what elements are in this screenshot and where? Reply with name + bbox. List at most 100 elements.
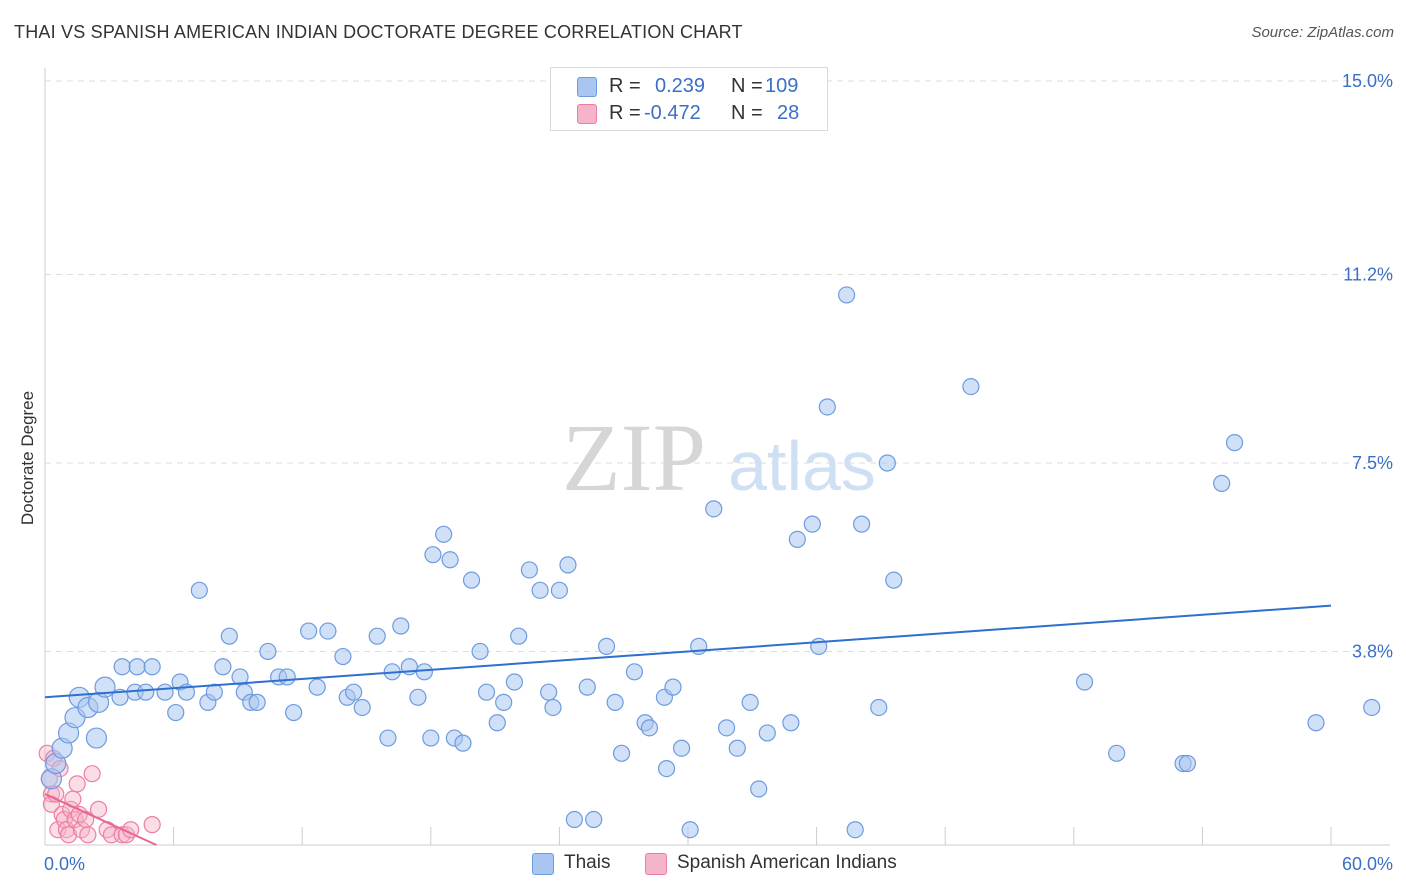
thais-point-49 [435, 525, 453, 543]
thais-point-87 [782, 714, 800, 732]
thais-point-100 [1108, 744, 1126, 762]
thais-point-105 [1307, 714, 1325, 732]
thais-point-85 [750, 780, 768, 798]
sai-swatch-icon [577, 104, 597, 124]
thais-points [40, 286, 1381, 839]
thais-point-93 [846, 821, 864, 839]
y-tick-label-2: 11.2% [1343, 265, 1393, 285]
thais-point-81 [705, 500, 723, 518]
thais-point-7 [85, 727, 108, 749]
thais-point-62 [540, 683, 558, 701]
thais-r-value: 0.239 [655, 75, 706, 97]
thais-point-102 [1178, 754, 1196, 773]
thais-point-59 [510, 627, 528, 645]
thais-n-value: 109 [765, 75, 799, 97]
thais-point-15 [143, 658, 161, 676]
trend-lines [44, 604, 1332, 846]
grid-layer [45, 80, 1390, 652]
thais-point-45 [409, 688, 427, 706]
thais-point-92 [838, 286, 856, 304]
thais-point-96 [878, 454, 896, 472]
thais-point-31 [278, 668, 296, 686]
thais-point-84 [741, 693, 759, 711]
thais-point-14 [137, 683, 155, 701]
tick-labels: 3.8% 7.5% 11.2% 15.0% 0.0% 60.0% Doctorate Deg… [18, 71, 1393, 874]
n-label: N = [731, 75, 763, 97]
x-tick-label-min: 0.0% [44, 854, 85, 874]
thais-point-47 [422, 729, 440, 747]
thais-point-48 [424, 546, 442, 564]
n-label: N = [731, 102, 763, 124]
legend-label-thais: Thais [564, 852, 611, 873]
thais-point-58 [505, 673, 523, 691]
thais-point-83 [728, 739, 746, 757]
thais-point-10 [111, 688, 129, 706]
thais-point-52 [454, 734, 472, 752]
thais-point-97 [885, 571, 903, 589]
thais-point-61 [531, 581, 549, 599]
thais-point-35 [319, 622, 337, 640]
thais-point-28 [248, 693, 266, 711]
watermark: ZIP atlas [562, 404, 876, 511]
thais-point-106 [1363, 698, 1381, 717]
thais-point-68 [585, 810, 603, 829]
sai-point-15 [68, 775, 86, 793]
stats-legend: R = 0.239 N = 109 R = -0.472 N = 28 [550, 67, 828, 131]
thais-point-86 [758, 724, 776, 742]
sai-point-27 [143, 816, 161, 834]
thais-point-99 [1075, 673, 1094, 691]
sai-n-value: 28 [777, 102, 800, 124]
thais-point-91 [818, 398, 836, 416]
thais-point-17 [167, 703, 185, 722]
source-credit: Source: ZipAtlas.com [1251, 24, 1394, 41]
thais-point-36 [334, 647, 352, 666]
thais-point-56 [488, 714, 506, 732]
legend-label-sai: Spanish American Indians [677, 852, 897, 873]
thais-point-74 [640, 719, 659, 737]
thais-point-11 [113, 658, 131, 676]
thais-point-69 [597, 637, 616, 655]
series-legend: Thais Spanish American Indians [0, 852, 1406, 876]
y-axis-label: Doctorate Degree [18, 391, 37, 525]
thais-point-40 [368, 627, 386, 645]
thais-point-38 [345, 683, 363, 701]
thais-point-95 [870, 698, 888, 717]
thais-point-54 [471, 642, 489, 661]
thais-point-33 [300, 622, 318, 640]
thais-point-79 [681, 821, 699, 839]
sai-point-21 [89, 800, 108, 818]
thais-point-29 [259, 642, 277, 661]
thais-point-104 [1225, 434, 1244, 452]
thais-point-66 [565, 810, 584, 829]
sai-point-11 [59, 826, 78, 844]
thais-point-50 [441, 551, 459, 569]
thais-point-103 [1213, 474, 1231, 492]
r-label: R = [609, 75, 641, 97]
thais-point-98 [962, 378, 980, 396]
y-tick-label-0: 3.8% [1352, 641, 1393, 661]
watermark-zip: ZIP [562, 404, 706, 511]
sai-legend-icon [645, 853, 667, 875]
thais-point-70 [606, 693, 624, 711]
sai-point-19 [79, 826, 97, 844]
thais-point-13 [128, 658, 146, 676]
chart-title: THAI VS SPANISH AMERICAN INDIAN DOCTORAT… [14, 22, 743, 42]
thais-legend-icon [532, 853, 554, 875]
thais-point-78 [672, 739, 691, 757]
thais-swatch-icon [577, 77, 597, 97]
thais-point-77 [664, 678, 682, 696]
thais-point-46 [415, 663, 433, 681]
thais-point-22 [205, 683, 223, 701]
thais-point-57 [495, 693, 513, 711]
thais-point-34 [308, 678, 326, 696]
thais-point-43 [392, 617, 410, 635]
thais-point-55 [477, 683, 496, 701]
thais-point-82 [717, 719, 736, 737]
watermark-atlas: atlas [728, 427, 876, 505]
thais-point-32 [285, 703, 303, 722]
y-tick-label-3: 15.0% [1342, 71, 1393, 91]
thais-point-16 [156, 683, 174, 701]
thais-point-71 [612, 744, 631, 762]
thais-point-76 [657, 759, 676, 778]
